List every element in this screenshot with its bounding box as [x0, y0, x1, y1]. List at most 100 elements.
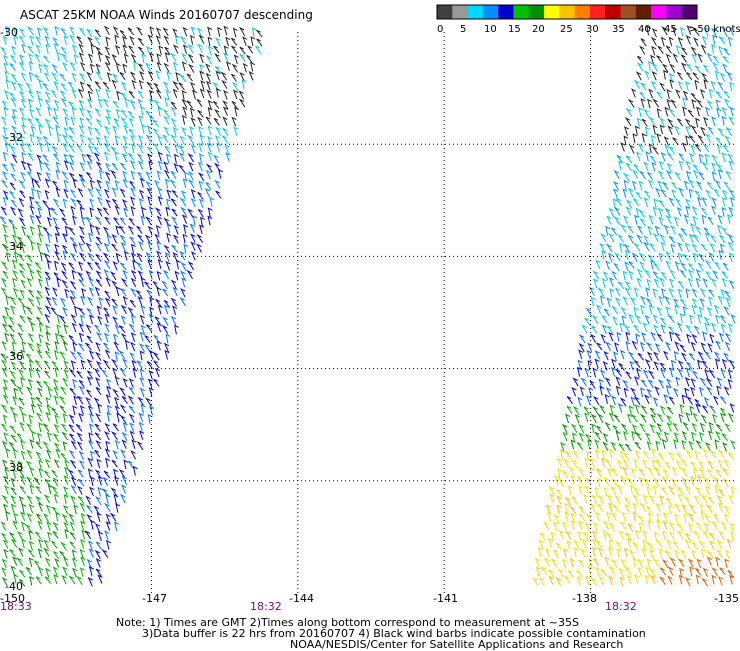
wind-barb — [16, 530, 24, 541]
wind-barb — [619, 475, 626, 485]
wind-barb — [166, 198, 172, 209]
wind-barb — [666, 539, 672, 550]
wind-barb — [54, 225, 60, 236]
wind-barb — [129, 299, 136, 308]
wind-barb — [171, 208, 178, 217]
wind-barb — [684, 376, 691, 387]
wind-barb — [121, 109, 128, 118]
wind-barb — [172, 305, 178, 316]
wind-barb — [29, 35, 35, 45]
wind-barb — [46, 449, 52, 459]
wind-barb — [691, 304, 697, 315]
wind-barb — [10, 80, 17, 91]
wind-barb — [165, 89, 171, 100]
wind-barb — [111, 187, 117, 197]
wind-barb — [144, 234, 151, 244]
wind-barb — [231, 100, 238, 109]
wind-barb — [594, 350, 601, 360]
wind-barb — [52, 432, 60, 443]
wind-barb — [694, 225, 702, 236]
wind-barb — [692, 169, 699, 180]
wind-barb — [42, 82, 49, 91]
wind-barb — [613, 169, 620, 180]
wind-barb — [62, 441, 68, 451]
wind-barb — [90, 519, 96, 530]
wind-barb — [672, 422, 679, 432]
wind-barb — [119, 493, 126, 504]
wind-barb — [63, 360, 69, 370]
wind-barb — [701, 578, 709, 587]
wind-barb — [694, 79, 700, 90]
wind-barb — [61, 170, 68, 181]
wind-barb — [636, 117, 642, 128]
wind-barb — [87, 405, 93, 415]
wind-barb — [70, 205, 76, 216]
wind-barb — [650, 331, 656, 342]
wind-barb — [54, 349, 60, 360]
wind-barb — [43, 547, 50, 557]
wind-barb — [113, 341, 120, 351]
wind-barb — [28, 530, 34, 541]
wind-barb — [119, 325, 126, 334]
wind-barb — [68, 424, 75, 433]
wind-barb — [26, 423, 33, 433]
wind-barb — [87, 540, 94, 550]
wind-barb — [93, 397, 100, 407]
wind-barb — [597, 287, 605, 297]
wind-barb — [64, 225, 70, 236]
wind-barb — [36, 171, 42, 182]
wind-barb — [683, 214, 689, 224]
wind-barb — [52, 198, 60, 208]
wind-barb — [106, 72, 112, 82]
wind-barb — [34, 560, 41, 569]
wind-barb — [645, 566, 651, 577]
wind-barb — [585, 477, 592, 486]
wind-barb — [44, 313, 50, 324]
wind-barb — [716, 224, 723, 235]
wind-barb — [256, 38, 263, 47]
wind-barb — [590, 457, 596, 468]
wind-barb — [9, 162, 16, 172]
wind-barb — [115, 286, 121, 297]
wind-barb — [215, 190, 222, 199]
wind-barb — [161, 324, 169, 334]
wind-barb — [197, 110, 204, 118]
wind-barb — [147, 153, 153, 163]
wind-barb — [656, 91, 663, 100]
wind-barb — [647, 519, 653, 530]
wind-barb — [684, 118, 692, 128]
wind-barb — [112, 423, 119, 432]
wind-barb — [68, 153, 75, 164]
wind-barb — [225, 36, 231, 47]
wind-barb — [19, 421, 25, 432]
wind-barb — [628, 261, 635, 269]
wind-barb — [712, 513, 720, 523]
wind-barb — [179, 197, 187, 207]
wind-barb — [604, 556, 610, 566]
wind-barb — [675, 460, 682, 470]
wind-barb — [638, 107, 644, 117]
wind-barb — [635, 314, 642, 325]
wind-barb — [42, 226, 50, 235]
wind-barb — [58, 314, 66, 324]
wind-barb — [10, 459, 17, 468]
wind-barb — [615, 385, 621, 396]
wind-barb — [727, 323, 734, 333]
wind-barb — [691, 243, 698, 253]
wind-barb — [105, 36, 111, 47]
wind-barb — [594, 486, 600, 497]
wind-barb — [19, 569, 26, 578]
wind-barb — [78, 478, 85, 487]
wind-barb — [551, 558, 558, 567]
wind-barb — [645, 287, 651, 297]
wind-barb — [667, 485, 675, 496]
wind-barb — [653, 324, 659, 335]
wind-barb — [131, 314, 136, 325]
wind-barb — [605, 243, 613, 253]
wind-barb — [53, 153, 60, 162]
wind-barb — [681, 47, 688, 56]
wind-barb — [37, 566, 44, 577]
wind-barb — [671, 181, 678, 190]
wind-barb — [207, 36, 213, 47]
wind-barb — [662, 469, 669, 479]
